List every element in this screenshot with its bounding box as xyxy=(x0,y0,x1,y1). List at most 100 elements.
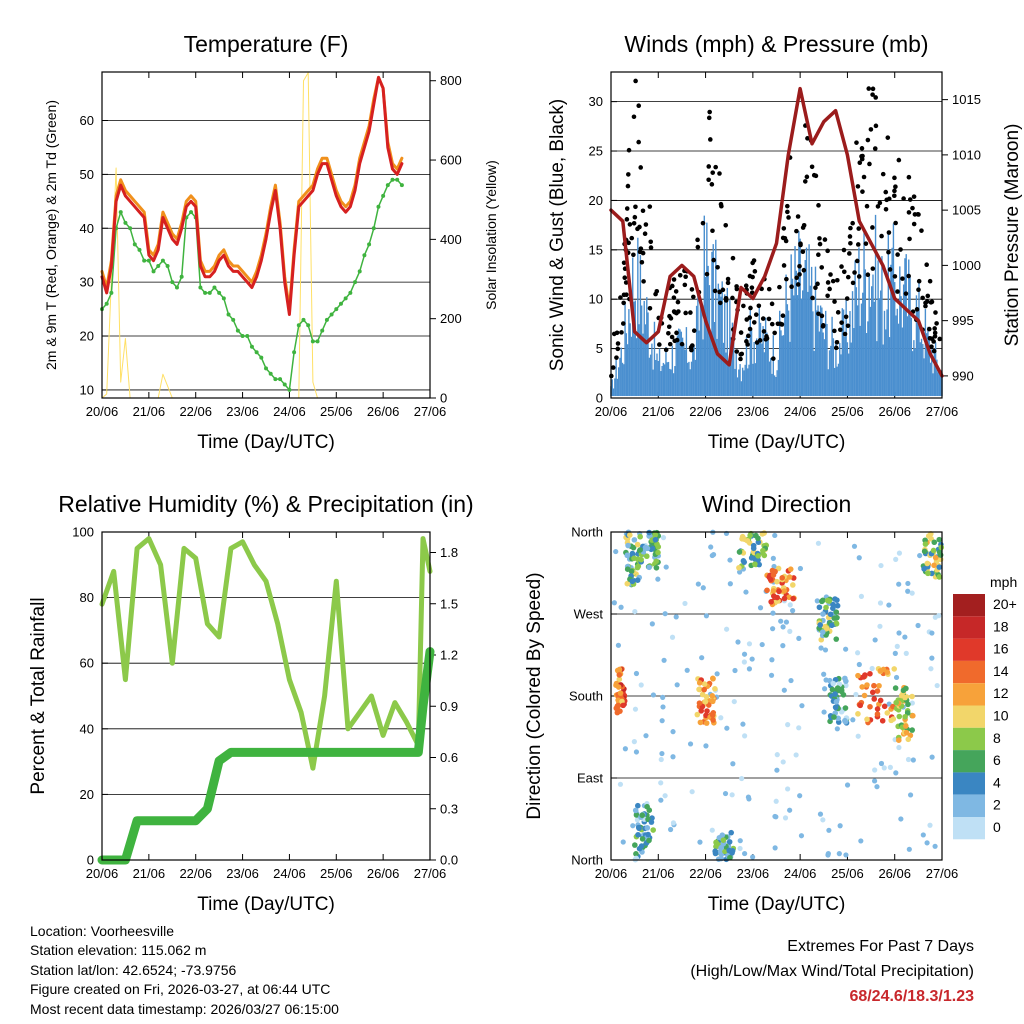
direction-point xyxy=(741,651,748,657)
gust-point xyxy=(615,341,621,346)
gust-point xyxy=(725,276,731,282)
gust-point xyxy=(673,289,679,294)
direction-point xyxy=(832,704,839,711)
gust-point xyxy=(870,92,875,97)
direction-point xyxy=(855,733,861,739)
direction-point xyxy=(630,544,637,551)
direction-point xyxy=(785,722,791,728)
gust-point xyxy=(637,249,643,255)
x-tick-label: 24/06 xyxy=(273,866,306,881)
x-tick-label: 22/06 xyxy=(689,404,722,419)
gust-point xyxy=(750,274,755,280)
gust-point xyxy=(852,270,857,275)
gust-point xyxy=(825,293,830,299)
y-tick-label: 40 xyxy=(80,221,94,236)
gust-point xyxy=(666,331,671,336)
direction-point xyxy=(928,666,934,672)
direction-point xyxy=(637,547,643,553)
y-right-tick-label: 0.0 xyxy=(440,853,458,868)
gust-point xyxy=(816,252,821,258)
direction-point xyxy=(867,703,873,710)
series-line-humidity xyxy=(99,536,433,771)
gust-point xyxy=(769,301,775,307)
direction-point xyxy=(782,815,789,821)
gust-point xyxy=(741,303,746,309)
direction-point xyxy=(630,823,636,829)
gust-point xyxy=(886,230,892,235)
direction-point xyxy=(773,814,779,820)
gust-point xyxy=(901,196,906,201)
direction-point xyxy=(634,564,641,571)
direction-point xyxy=(682,600,688,607)
direction-point xyxy=(936,564,943,570)
direction-point xyxy=(906,846,912,852)
gust-point xyxy=(763,337,768,342)
gust-point xyxy=(717,300,723,306)
legend-title: mph xyxy=(990,574,1017,590)
y-right-tick-label: 400 xyxy=(440,232,462,247)
direction-point xyxy=(934,682,940,689)
direction-point xyxy=(770,610,776,616)
direction-point xyxy=(833,636,840,642)
gust-point xyxy=(753,312,759,317)
gust-point xyxy=(887,267,893,272)
direction-point xyxy=(855,711,861,717)
gust-point xyxy=(738,352,744,357)
gust-point xyxy=(691,328,697,333)
gust-point xyxy=(638,165,643,170)
legend-label: 4 xyxy=(993,774,1001,790)
direction-point xyxy=(814,598,820,604)
gust-point xyxy=(841,269,847,275)
direction-point xyxy=(821,671,827,677)
direction-point xyxy=(726,847,732,854)
direction-point xyxy=(728,829,735,836)
gust-point xyxy=(711,257,717,263)
direction-point xyxy=(766,574,772,580)
direction-point xyxy=(858,838,864,844)
y-tick-label: 60 xyxy=(80,113,94,128)
gust-point xyxy=(870,266,876,271)
direction-point xyxy=(614,703,621,709)
y-tick-label: 10 xyxy=(589,292,603,307)
direction-point xyxy=(745,794,752,800)
direction-point xyxy=(816,604,823,611)
y-axis-label: Percent & Total Rainfall xyxy=(28,597,49,794)
legend-swatch xyxy=(953,660,985,684)
gust-point xyxy=(801,268,807,273)
direction-point xyxy=(714,671,720,677)
gust-point xyxy=(914,307,920,312)
direction-point xyxy=(710,551,717,558)
direction-point xyxy=(821,709,827,715)
gust-point xyxy=(885,135,891,140)
x-tick-label: 22/06 xyxy=(179,866,212,881)
direction-point xyxy=(820,817,826,823)
direction-point xyxy=(770,555,776,561)
x-tick-label: 21/06 xyxy=(133,866,166,881)
direction-point xyxy=(652,536,659,543)
gust-point xyxy=(619,330,624,335)
direction-point xyxy=(772,568,778,575)
gust-point xyxy=(713,164,718,170)
series-line-9m-temp xyxy=(100,75,404,311)
direction-point xyxy=(731,698,737,705)
direction-point xyxy=(834,614,840,621)
gust-point xyxy=(695,244,701,250)
gust-point xyxy=(744,339,749,344)
direction-point xyxy=(658,756,664,763)
gust-point xyxy=(641,279,646,284)
y-right-tick-label: 1.8 xyxy=(440,545,458,560)
gust-point xyxy=(749,285,755,290)
direction-point xyxy=(700,585,706,591)
direction-point xyxy=(779,575,786,581)
direction-point xyxy=(932,614,938,620)
gust-point xyxy=(863,241,869,246)
y-right-tick-label: 0.3 xyxy=(440,801,458,816)
x-tick-label: 23/06 xyxy=(737,404,770,419)
gust-point xyxy=(647,306,653,311)
gust-point xyxy=(674,330,679,336)
direction-point xyxy=(650,827,656,833)
direction-point xyxy=(925,570,931,577)
direction-point xyxy=(829,686,836,693)
direction-point xyxy=(877,697,884,704)
direction-point xyxy=(874,688,881,694)
